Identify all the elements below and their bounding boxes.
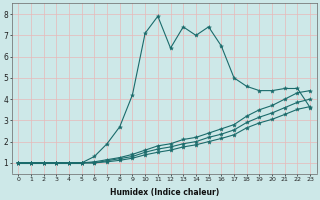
- X-axis label: Humidex (Indice chaleur): Humidex (Indice chaleur): [109, 188, 219, 197]
